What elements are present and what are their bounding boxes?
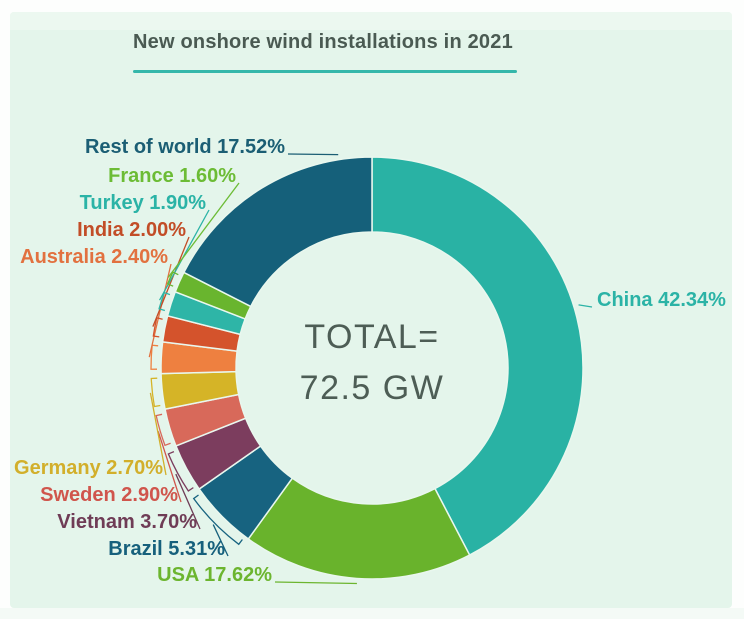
leader-germany	[149, 392, 167, 476]
leader-india	[152, 236, 190, 327]
bracket-australia	[150, 344, 159, 370]
leader-china	[578, 304, 593, 308]
page-title: New onshore wind installations in 2021	[133, 31, 513, 53]
leader-sweden	[157, 431, 182, 503]
bottom-strip	[0, 608, 744, 619]
center-text: TOTAL= 72.5 GW	[222, 312, 522, 414]
bracket-vietnam	[167, 451, 194, 492]
chart-label-india: India 2.00%	[77, 219, 186, 241]
center-total-value: 72.5 GW	[299, 369, 445, 407]
leader-australia	[148, 263, 172, 358]
bracket-germany	[150, 377, 161, 408]
title-underline	[133, 70, 517, 73]
leader-vietnam	[175, 473, 201, 530]
center-total-label: TOTAL=	[304, 318, 440, 356]
chart-label-vietnam: Vietnam 3.70%	[57, 511, 197, 533]
leader-france	[167, 182, 240, 278]
chart-label-sweden: Sweden 2.90%	[40, 484, 178, 506]
leader-brazil	[212, 524, 229, 557]
chart-label-germany: Germany 2.70%	[14, 457, 163, 479]
chart-label-turkey: Turkey 1.90%	[79, 192, 206, 214]
bracket-brazil	[192, 494, 243, 546]
panel-top-sheen	[10, 12, 732, 30]
bracket-sweden	[155, 413, 171, 447]
slice-china	[371, 156, 584, 557]
chart-label-rest_of_world: Rest of world 17.52%	[84, 136, 285, 158]
slice-rest_of_world	[182, 156, 373, 308]
chart-label-france: France 1.60%	[108, 165, 236, 187]
chart-label-usa: USA 17.62%	[157, 564, 272, 586]
chart-label-brazil: Brazil 5.31%	[108, 538, 225, 560]
chart-label-australia: Australia 2.40%	[20, 246, 168, 268]
leader-usa	[274, 581, 357, 585]
leader-rest_of_world	[287, 153, 339, 156]
chart-label-china: China 42.34%	[597, 289, 726, 311]
